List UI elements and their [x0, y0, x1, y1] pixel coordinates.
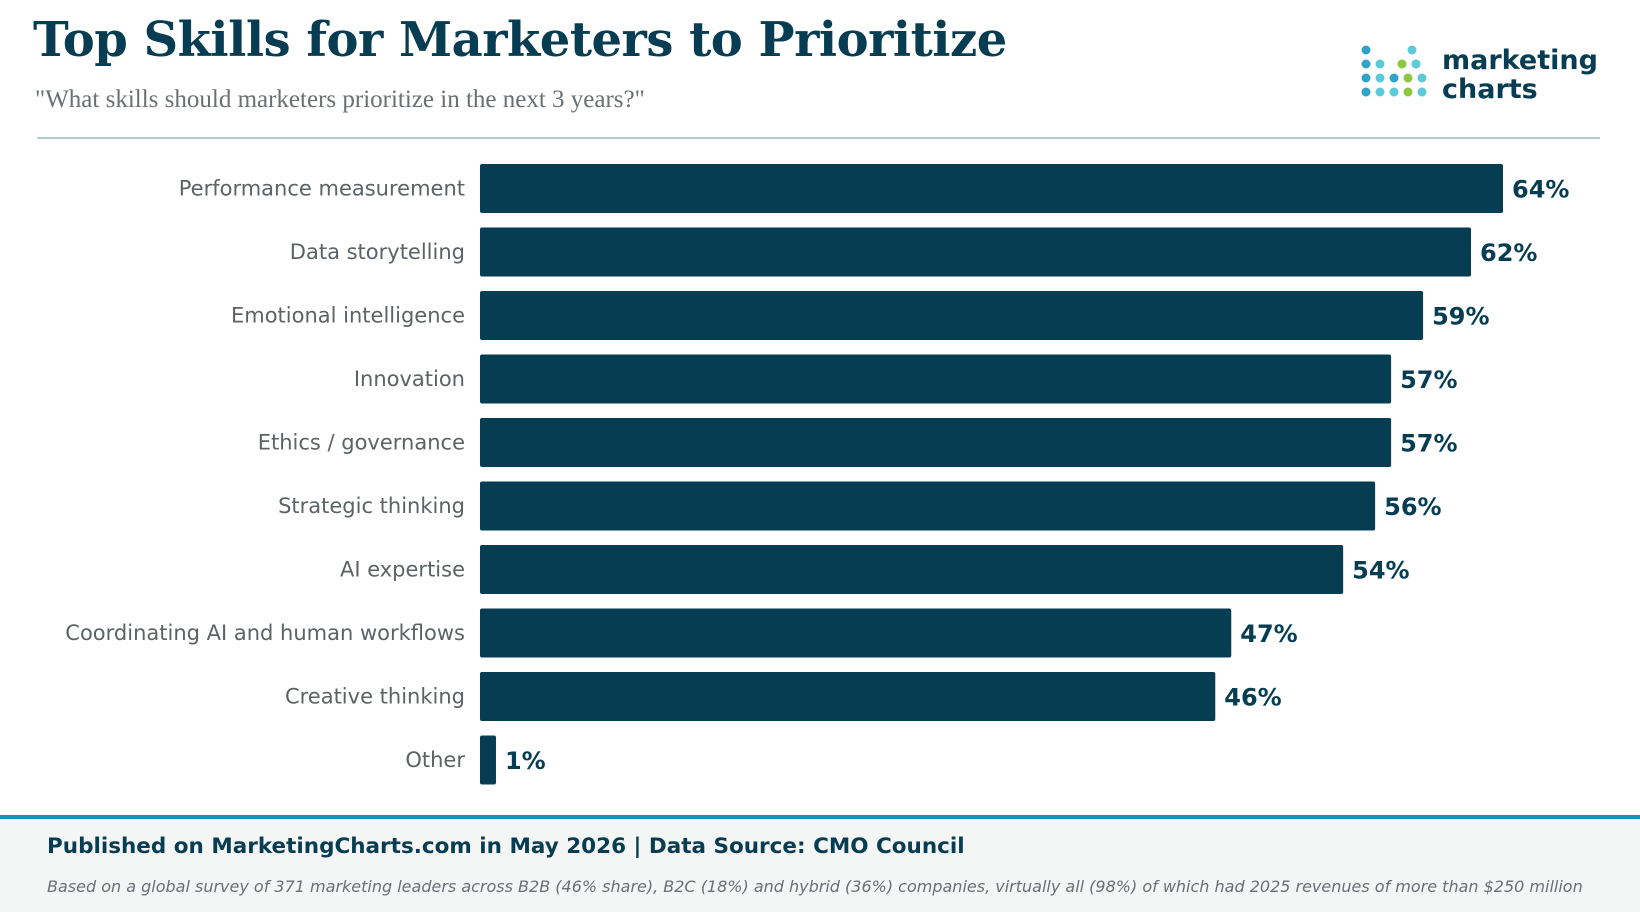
value-label: 56%: [1384, 493, 1441, 521]
value-label: 1%: [505, 747, 546, 775]
footer: Published on MarketingCharts.com in May …: [0, 819, 1640, 912]
bar[interactable]: [480, 418, 1392, 467]
category-label: Emotional intelligence: [231, 304, 465, 328]
value-label: 59%: [1432, 303, 1489, 331]
value-label: 46%: [1224, 684, 1281, 712]
category-label: AI expertise: [340, 558, 465, 582]
footer-source: Published on MarketingCharts.com in May …: [47, 834, 965, 859]
bar-chart: Performance measurement 64% Data storytell…: [65, 164, 1569, 785]
bar[interactable]: [480, 608, 1232, 658]
category-label: Creative thinking: [285, 685, 465, 709]
footer-accent-line: [0, 815, 1640, 819]
value-label: 47%: [1240, 620, 1297, 648]
bar[interactable]: [480, 545, 1344, 594]
value-label: 64%: [1512, 176, 1569, 204]
category-label: Data storytelling: [290, 240, 465, 264]
value-label: 57%: [1400, 430, 1457, 458]
bar[interactable]: [480, 735, 496, 785]
category-label: Innovation: [354, 367, 465, 391]
category-label: Strategic thinking: [278, 494, 465, 518]
bar[interactable]: [480, 481, 1376, 531]
category-label: Performance measurement: [179, 177, 465, 201]
bar[interactable]: [480, 291, 1424, 340]
bar[interactable]: [480, 164, 1503, 213]
bar[interactable]: [480, 672, 1216, 721]
chart-subtitle: "What skills should marketers prioritize…: [35, 86, 645, 113]
category-label: Coordinating AI and human workflows: [65, 621, 465, 645]
category-label: Ethics / governance: [258, 431, 465, 455]
chart-title: Top Skills for Marketers to Prioritize: [33, 12, 1007, 68]
value-label: 54%: [1352, 557, 1409, 585]
value-label: 57%: [1400, 366, 1457, 394]
bar[interactable]: [480, 227, 1472, 277]
header-divider: [37, 137, 1600, 139]
logo-dots-icon: [1361, 45, 1427, 97]
logo-line-1: marketing: [1442, 45, 1598, 76]
marketing-charts-logo[interactable]: marketing charts: [1360, 44, 1600, 110]
value-label: 62%: [1480, 239, 1537, 267]
category-label: Other: [405, 748, 465, 772]
footer-methodology-note: Based on a global survey of 371 marketin…: [47, 877, 1583, 896]
logo-wordmark: marketing charts: [1442, 46, 1598, 104]
bar[interactable]: [480, 354, 1392, 404]
logo-line-2: charts: [1442, 74, 1538, 105]
